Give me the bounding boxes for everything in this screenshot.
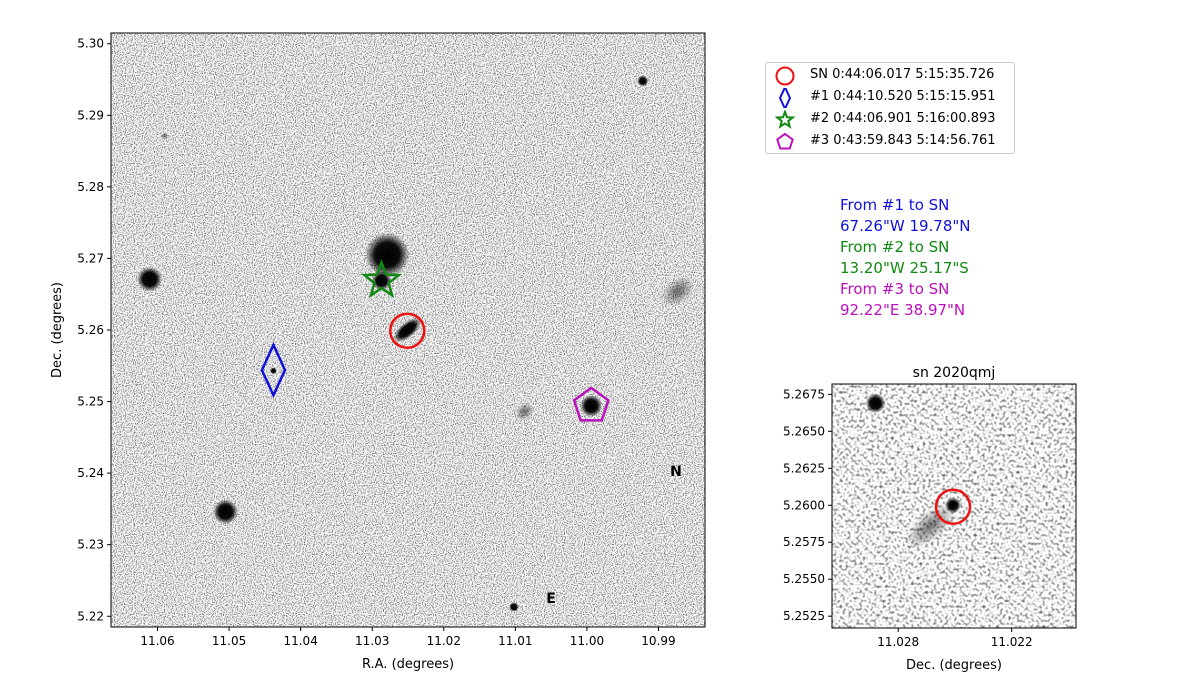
main-source-8: [393, 317, 422, 343]
zoom-y-tick-label: 5.2550: [783, 572, 825, 586]
main-x-tick-label: 11.06: [140, 634, 174, 648]
zoom-x-ticks: 11.028 11.022: [877, 628, 1033, 649]
main-source-0: [364, 232, 410, 278]
offset-3-value: 92.22"E 38.97"N: [840, 301, 966, 319]
legend-entry-1: #1 0:44:10.520 5:15:15.951: [766, 87, 1014, 108]
zoom-marker-sn: [934, 488, 972, 525]
offset-3-title: From #3 to SN: [840, 280, 950, 298]
marker-sn: [389, 312, 426, 349]
legend-label-3: #3 0:43:59.843 5:14:56.761: [810, 133, 996, 148]
main-x-tick-label: 11.02: [427, 634, 461, 648]
main-y-axis-label: Dec. (degrees): [50, 282, 65, 378]
legend-symbol-3: [776, 132, 794, 150]
zoom-y-tick-label: 5.2675: [783, 387, 825, 401]
red-circle-icon: [775, 66, 795, 86]
zoom-markers: [934, 488, 972, 525]
main-y-tick-label: 5.30: [77, 37, 104, 51]
zoom-x-axis-label: Dec. (degrees): [906, 658, 1002, 673]
zoom-panel-title: sn 2020qmj: [913, 365, 996, 381]
main-source-3: [212, 499, 239, 525]
legend-symbol-0: [775, 66, 795, 86]
offset-2-value: 13.20"W 25.17"S: [840, 259, 969, 277]
zoom-y-tick-label: 5.2625: [783, 461, 825, 475]
main-y-tick-label: 5.24: [77, 466, 104, 480]
compass-east-label: E: [546, 591, 556, 607]
zoom-y-tick-label: 5.2525: [783, 609, 825, 623]
main-y-tick-label: 5.29: [77, 108, 104, 122]
main-x-ticks: 11.06 11.05 11.04 11.03 11.02 11.01 11.00 10.99: [140, 627, 676, 648]
legend-label-sn: SN 0:44:06.017 5:15:35.726: [810, 67, 995, 82]
main-y-tick-label: 5.27: [77, 251, 104, 265]
main-x-tick-label: 10.99: [641, 634, 675, 648]
magenta-pentagon-icon: [776, 132, 794, 150]
legend-entry-sn: SN 0:44:06.017 5:15:35.726: [766, 65, 1014, 86]
marker-legend: SN 0:44:06.017 5:15:35.726 #1 0:44:10.52…: [765, 62, 1015, 154]
main-source-9: [514, 402, 535, 422]
main-x-tick-label: 11.04: [283, 634, 317, 648]
main-x-tick-label: 11.03: [355, 634, 389, 648]
main-x-tick-label: 11.00: [570, 634, 604, 648]
marker-1: [260, 341, 287, 399]
zoom-source-2: [865, 393, 886, 414]
main-source-11: [160, 131, 169, 141]
zoom-source-1: [905, 503, 956, 549]
zoom-y-ticks: 5.2525 5.2550 5.2575 5.2600 5.2625 5.2650 5.26…: [783, 387, 832, 623]
main-sources: [137, 75, 695, 612]
zoom-x-tick-label: 11.022: [991, 635, 1033, 649]
main-y-tick-label: 5.26: [77, 323, 104, 337]
zoom-sources: [865, 393, 962, 549]
legend-symbol-1: [778, 88, 792, 108]
legend-entry-2: #2 0:44:06.901 5:16:00.893: [766, 109, 1014, 130]
offset-2-title: From #2 to SN: [840, 238, 950, 256]
legend-label-1: #1 0:44:10.520 5:15:15.951: [810, 89, 996, 104]
offset-1-value: 67.26"W 19.78"N: [840, 217, 971, 235]
main-x-tick-label: 11.01: [498, 634, 532, 648]
offset-from-1: From #1 to SN 67.26"W 19.78"N From #2 to…: [840, 195, 971, 321]
main-markers: [260, 259, 610, 422]
main-source-7: [269, 367, 277, 375]
offset-1-title: From #1 to SN: [840, 196, 950, 214]
main-source-5: [637, 75, 649, 87]
zoom-y-tick-label: 5.2575: [783, 535, 825, 549]
zoom-y-tick-label: 5.2650: [783, 424, 825, 438]
legend-label-2: #2 0:44:06.901 5:16:00.893: [810, 111, 996, 126]
green-star-icon: [774, 110, 796, 129]
main-y-ticks: 5.22 5.23 5.24 5.25 5.26 5.27 5.28 5.29 5.30: [77, 37, 111, 623]
main-source-10: [661, 275, 695, 307]
compass-north-label: N: [670, 464, 682, 480]
main-source-6: [509, 602, 519, 612]
main-x-axis-label: R.A. (degrees): [362, 657, 454, 672]
main-y-tick-label: 5.28: [77, 180, 104, 194]
zoom-x-tick-label: 11.028: [877, 635, 919, 649]
legend-symbol-2: [774, 110, 796, 129]
marker-3: [572, 386, 610, 422]
main-x-tick-label: 11.05: [212, 634, 246, 648]
main-y-tick-label: 5.23: [77, 538, 104, 552]
main-image-panel: 11.06 11.05 11.04 11.03 11.02 11.01 11.00 10.99…: [50, 32, 706, 672]
zoom-image-panel: sn 2020qmj 11.028 11.022 5.25255.25505.25…: [783, 365, 1077, 673]
blue-diamond-icon: [778, 88, 792, 108]
legend-entry-3: #3 0:43:59.843 5:14:56.761: [766, 131, 1014, 152]
main-y-tick-label: 5.22: [77, 609, 104, 623]
main-y-tick-label: 5.25: [77, 395, 104, 409]
zoom-y-tick-label: 5.2600: [783, 498, 825, 512]
main-source-2: [137, 266, 163, 292]
main-source-4: [580, 394, 603, 418]
marker-2: [361, 259, 403, 299]
